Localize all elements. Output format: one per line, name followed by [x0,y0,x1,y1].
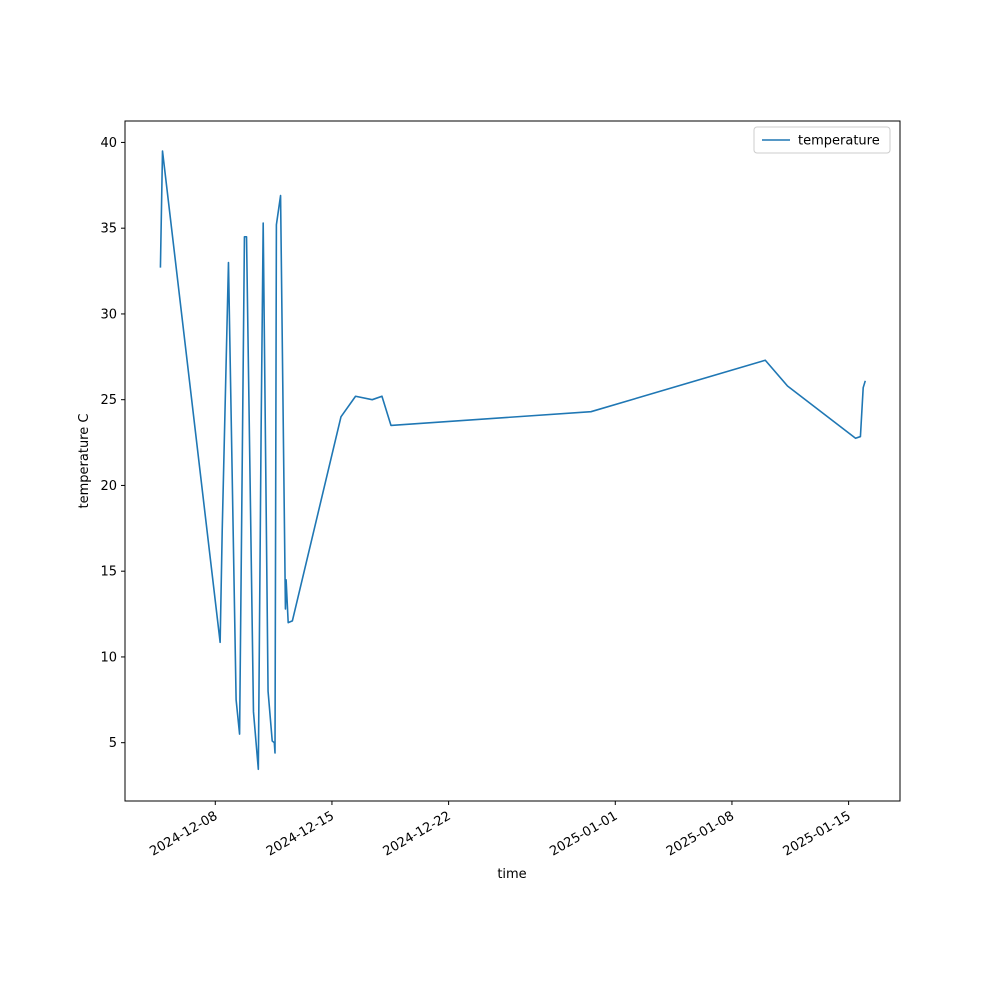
y-tick-label: 15 [100,565,117,580]
y-tick-label: 25 [100,393,117,408]
x-tick-label: 2025-01-08 [664,809,737,860]
x-tick-label: 2024-12-22 [381,809,454,860]
x-tick-label: 2024-12-15 [264,809,337,860]
legend: temperature [753,126,891,154]
x-tick-label: 2025-01-01 [547,809,620,860]
x-tick-label: 2025-01-15 [781,809,854,860]
y-tick-label: 5 [109,736,117,751]
x-tick-label: 2024-12-08 [147,809,220,860]
plot-frame [124,120,901,802]
legend-label: temperature [798,134,880,149]
legend-box [753,126,891,154]
y-tick-label: 40 [100,136,117,151]
y-axis-label: temperature C [77,414,92,509]
x-axis-label: time [497,867,526,882]
y-tick-label: 30 [100,307,117,322]
y-tick-label: 20 [100,479,117,494]
y-tick-label: 35 [100,222,117,237]
data-line [159,150,867,771]
y-tick-label: 10 [100,650,117,665]
